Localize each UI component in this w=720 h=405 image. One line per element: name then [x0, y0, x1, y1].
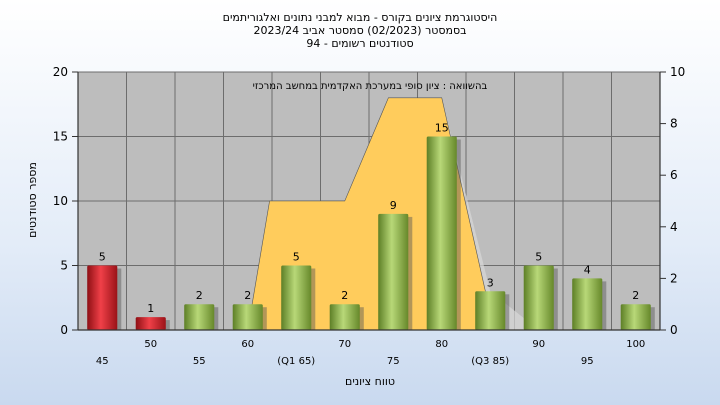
y-tick-label: 10 [53, 194, 68, 208]
bar-data-label: 9 [390, 199, 397, 212]
x-tick-label: 90 [532, 339, 545, 350]
x-tick-label: 50 [144, 339, 157, 350]
y2-tick-label: 6 [670, 168, 678, 182]
x-tick-label: 100 [626, 339, 645, 350]
bar [572, 278, 603, 330]
bar [620, 304, 651, 330]
bar [232, 304, 263, 330]
bar [184, 304, 215, 330]
bar [87, 265, 118, 330]
y-tick-label: 0 [60, 323, 68, 337]
x-tick-label: 80 [435, 339, 448, 350]
bar-data-label: 5 [293, 251, 300, 264]
x-tick-label: 45 [96, 356, 109, 367]
x-tick-label: 55 [193, 356, 206, 367]
y2-tick-label: 4 [670, 220, 678, 234]
bar-data-label: 3 [487, 276, 494, 289]
chart-title-line-1: היסטוגרמת ציונים בקורס - מבוא למבני נתונ… [222, 11, 498, 24]
comparison-annotation: בהשוואה : ציון סופי במערכת האקדמית במחשב… [253, 81, 488, 92]
y-tick-label: 15 [53, 130, 68, 144]
bar [378, 213, 409, 330]
x-tick-label: 70 [338, 339, 351, 350]
bar-data-label: 15 [435, 122, 449, 135]
chart-title-line-3: סטודנטים רשומים - 94 [306, 37, 414, 50]
bar-data-label: 1 [147, 302, 154, 315]
bar-data-label: 2 [196, 289, 203, 302]
bar-data-label: 2 [341, 289, 348, 302]
bar [475, 291, 506, 330]
x-tick-label: 60 [241, 339, 254, 350]
y2-tick-label: 10 [670, 65, 685, 79]
x-tick-label: (Q1 65) [277, 356, 315, 367]
y-tick-label: 20 [53, 65, 68, 79]
bar [281, 265, 312, 330]
bar-data-label: 5 [99, 251, 106, 264]
bar [329, 304, 360, 330]
bar [523, 265, 554, 330]
y-axis-label: מספר סטודנטים [26, 162, 39, 238]
bar-data-label: 5 [535, 251, 542, 264]
y2-tick-label: 0 [670, 323, 678, 337]
bar [426, 136, 457, 330]
x-tick-label: 75 [387, 356, 400, 367]
y2-tick-label: 8 [670, 117, 678, 131]
bar-data-label: 2 [244, 289, 251, 302]
x-tick-label: (Q3 85) [471, 356, 509, 367]
y-tick-label: 5 [60, 259, 68, 273]
chart-title-line-2: בסמסטר (02/2023) סמסטר אביב 2023/24 [253, 24, 467, 37]
bar-data-label: 4 [584, 263, 591, 276]
bar-data-label: 2 [632, 289, 639, 302]
x-tick-label: 95 [581, 356, 594, 367]
y2-tick-label: 2 [670, 271, 678, 285]
x-axis-label: טווח ציונים [345, 375, 395, 388]
bar [135, 317, 166, 330]
